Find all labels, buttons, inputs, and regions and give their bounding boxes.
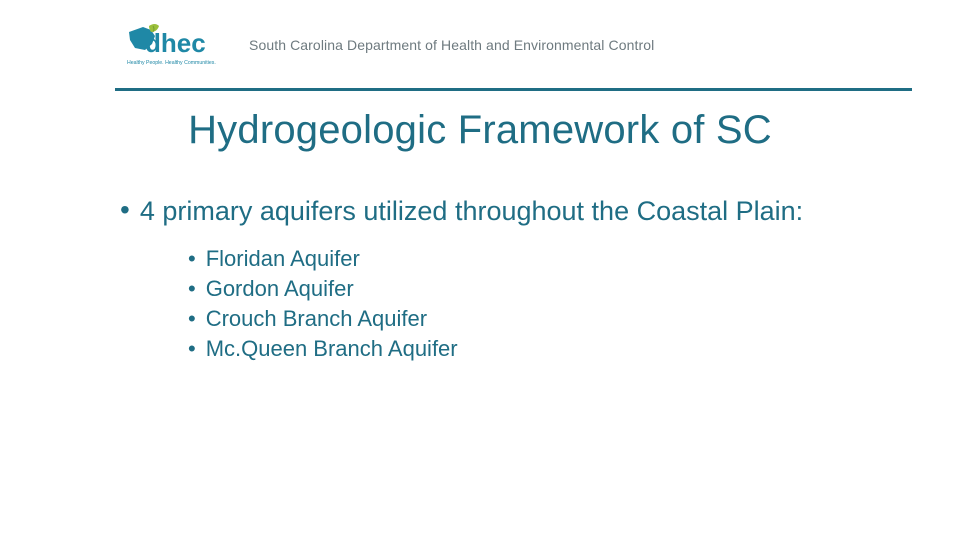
bullet-icon: • [188,245,196,273]
list-item-text: Gordon Aquifer [206,275,354,303]
dhec-logo: dhec Healthy People. Healthy Communities… [125,22,235,68]
lead-bullet: • 4 primary aquifers utilized throughout… [120,195,880,227]
bullet-icon: • [120,195,130,225]
header: dhec Healthy People. Healthy Communities… [125,22,910,68]
bullet-icon: • [188,305,196,333]
logo-tagline: Healthy People. Healthy Communities. [127,60,216,66]
list-item-text: Mc.Queen Branch Aquifer [206,335,458,363]
header-rule [115,88,912,91]
slide-title: Hydrogeologic Framework of SC [0,108,960,153]
org-name: South Carolina Department of Health and … [249,37,654,53]
lead-text: 4 primary aquifers utilized throughout t… [140,195,803,227]
list-item: • Mc.Queen Branch Aquifer [188,335,880,363]
list-item: • Gordon Aquifer [188,275,880,303]
list-item-text: Floridan Aquifer [206,245,360,273]
logo-wordmark: dhec [145,28,206,58]
list-item-text: Crouch Branch Aquifer [206,305,427,333]
bullet-icon: • [188,335,196,363]
sublist: • Floridan Aquifer • Gordon Aquifer • Cr… [188,245,880,363]
list-item: • Floridan Aquifer [188,245,880,273]
slide: dhec Healthy People. Healthy Communities… [0,0,960,540]
dhec-logo-svg: dhec Healthy People. Healthy Communities… [125,22,235,68]
bullet-icon: • [188,275,196,303]
list-item: • Crouch Branch Aquifer [188,305,880,333]
slide-body: • 4 primary aquifers utilized throughout… [120,195,880,365]
